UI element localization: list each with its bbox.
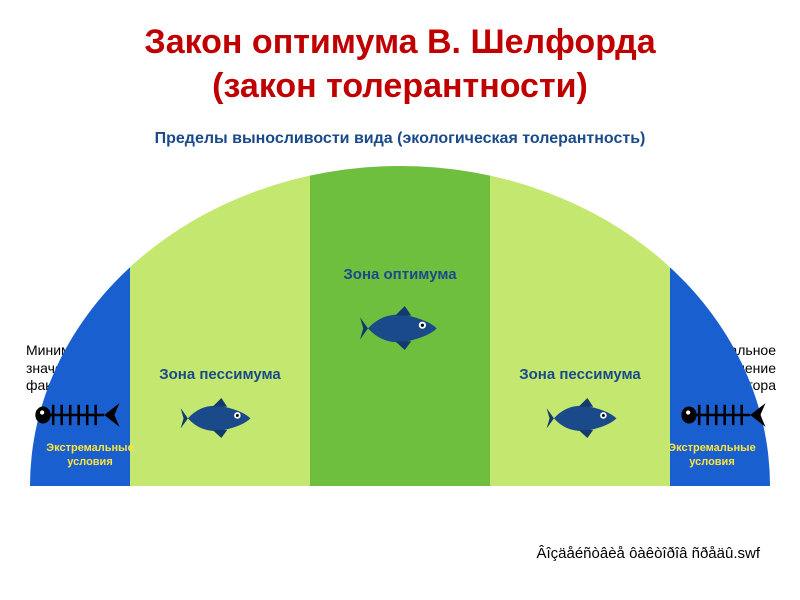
zone-extreme-right <box>670 166 770 486</box>
title-line2: (закон толерантности) <box>212 67 588 105</box>
fish-skeleton-icon <box>34 398 120 432</box>
tolerance-diagram: Минимальное значение фактора Максимально… <box>30 166 770 486</box>
page-title: Закон оптимума В. Шелфорда (закон толера… <box>0 0 800 116</box>
fish-skeleton-icon <box>680 398 766 432</box>
extreme-right-label: Экстремальные условия <box>658 442 766 468</box>
optimum-zone-label: Зона оптимума <box>310 266 490 283</box>
subtitle: Пределы выносливости вида (экологическая… <box>0 130 800 148</box>
zone-pess-right <box>490 166 670 486</box>
fish-icon <box>360 306 440 350</box>
fish-icon <box>180 398 254 438</box>
title-line1: Закон оптимума В. Шелфорда <box>144 23 655 61</box>
pessimum-right-label: Зона пессимума <box>490 366 670 383</box>
fish-icon <box>546 398 620 438</box>
zone-pess-left <box>130 166 310 486</box>
zone-extreme-left <box>30 166 130 486</box>
pessimum-left-label: Зона пессимума <box>130 366 310 383</box>
extreme-left-label: Экстремальные условия <box>36 442 144 468</box>
footer-note: Âîçäåéñòâèå ôàêòîðîâ ñðåäû.swf <box>536 545 760 562</box>
